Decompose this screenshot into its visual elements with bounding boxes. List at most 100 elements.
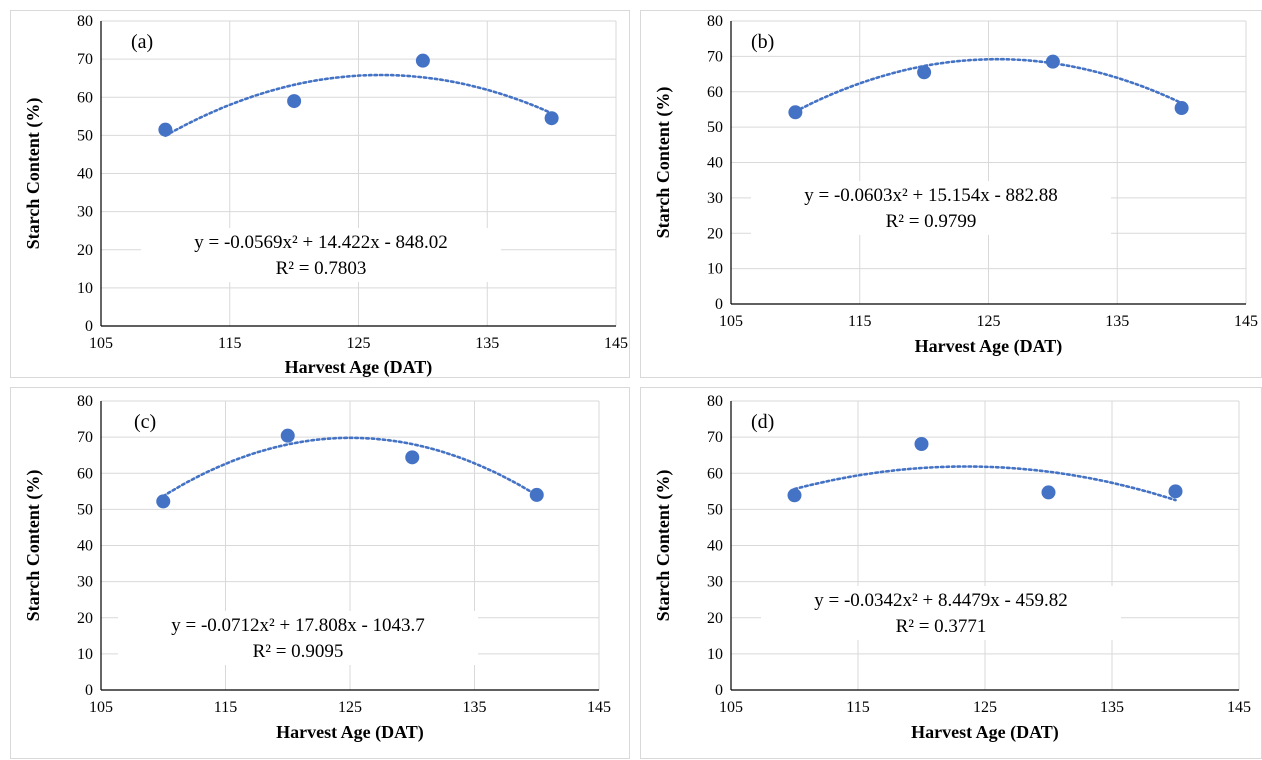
- y-tick-label: 50: [707, 501, 723, 518]
- y-tick-label: 70: [707, 429, 723, 446]
- y-tick-label: 40: [77, 166, 93, 183]
- x-tick-label: 145: [1234, 313, 1258, 330]
- y-tick-label: 30: [707, 190, 723, 207]
- x-axis-title: Harvest Age (DAT): [276, 722, 424, 743]
- panel-label: (d): [751, 411, 774, 433]
- x-axis-title: Harvest Age (DAT): [285, 357, 433, 378]
- chart-panel-c: 105 115 125 135 145 0 10 20 30 40 50 60 70 80 y = -0.0…: [10, 387, 630, 759]
- chart-d-svg: 105 115 125 135 145 0 10 20 30 40 50 60 70 80 y = -0.0…: [653, 393, 1251, 743]
- y-tick-label: 30: [77, 204, 93, 221]
- x-tick-label: 135: [1105, 313, 1129, 330]
- x-tick-label: 135: [463, 699, 487, 716]
- x-axis-title: Harvest Age (DAT): [915, 336, 1063, 357]
- y-axis-title: Starch Content (%): [23, 470, 44, 622]
- y-axis-title: Starch Content (%): [23, 98, 44, 250]
- y-tick-label: 80: [707, 13, 723, 30]
- chart-panel-d: 105 115 125 135 145 0 10 20 30 40 50 60 70 80 y = -0.0…: [640, 387, 1262, 759]
- chart-panel-b: 105 115 125 135 145 0 10 20 30 40 50 60 70 80 y = -0.0…: [640, 10, 1262, 378]
- y-tick-label: 10: [707, 261, 723, 278]
- r-squared-label: R² = 0.7803: [276, 258, 367, 279]
- y-tick-label: 10: [77, 280, 93, 297]
- data-point: [1045, 54, 1060, 69]
- data-point: [1168, 484, 1183, 499]
- data-point: [287, 94, 302, 109]
- x-tick-label: 105: [89, 699, 113, 716]
- x-tick-label: 115: [848, 313, 871, 330]
- data-point: [914, 436, 929, 451]
- x-tick-label: 105: [719, 313, 743, 330]
- data-point: [1041, 485, 1056, 500]
- data-point: [917, 65, 932, 80]
- y-tick-label: 0: [715, 682, 723, 699]
- r-squared-label: R² = 0.9095: [253, 641, 344, 662]
- x-tick-label: 105: [719, 699, 743, 716]
- data-point: [787, 488, 802, 503]
- trendline-equation: y = -0.0603x² + 15.154x - 882.88: [804, 185, 1058, 206]
- y-tick-label: 70: [77, 51, 93, 68]
- equation-box: [118, 611, 478, 665]
- data-point: [158, 122, 173, 137]
- equation-box: [751, 181, 1111, 235]
- data-point: [156, 494, 171, 509]
- y-tick-label: 80: [77, 393, 93, 410]
- r-squared-label: R² = 0.9799: [886, 211, 977, 232]
- x-tick-label: 145: [587, 699, 611, 716]
- equation-box: [761, 586, 1121, 640]
- x-axis-title: Harvest Age (DAT): [911, 722, 1059, 743]
- x-tick-label: 125: [338, 699, 362, 716]
- y-tick-label: 20: [707, 610, 723, 627]
- y-tick-label: 30: [707, 574, 723, 591]
- data-point: [1174, 101, 1189, 116]
- chart-b-svg: 105 115 125 135 145 0 10 20 30 40 50 60 70 80 y = -0.0…: [653, 13, 1258, 357]
- y-tick-label: 20: [707, 225, 723, 242]
- trendline-equation: y = -0.0712x² + 17.808x - 1043.7: [171, 615, 425, 636]
- y-tick-label: 70: [707, 48, 723, 65]
- data-point: [280, 428, 295, 443]
- trendline: [162, 436, 539, 498]
- x-tick-label: 115: [214, 699, 237, 716]
- y-tick-label: 40: [77, 538, 93, 555]
- data-point: [405, 450, 420, 465]
- y-tick-label: 60: [77, 89, 93, 106]
- trendline-equation: y = -0.0569x² + 14.422x - 848.02: [194, 232, 448, 253]
- x-tick-label: 115: [846, 699, 869, 716]
- panel-label: (c): [134, 411, 156, 433]
- y-tick-label: 50: [77, 127, 93, 144]
- y-tick-label: 60: [707, 465, 723, 482]
- chart-c-svg: 105 115 125 135 145 0 10 20 30 40 50 60 70 80 y = -0.0…: [23, 393, 611, 743]
- panel-label: (b): [751, 31, 774, 53]
- equation-box: [141, 228, 501, 282]
- y-tick-label: 80: [77, 13, 93, 30]
- y-axis-title: Starch Content (%): [653, 470, 674, 622]
- data-point: [788, 105, 803, 120]
- y-tick-label: 20: [77, 610, 93, 627]
- y-tick-label: 60: [77, 465, 93, 482]
- y-tick-label: 0: [715, 296, 723, 313]
- trendline: [164, 73, 553, 137]
- x-tick-label: 145: [1227, 699, 1251, 716]
- y-tick-label: 30: [77, 574, 93, 591]
- x-tick-label: 105: [89, 335, 113, 352]
- chart-a-svg: 105 115 125 135 145 0 10 20 30 40 50 60 70 80 y = -0.0…: [23, 13, 628, 378]
- x-tick-label: 125: [347, 335, 371, 352]
- y-tick-label: 40: [707, 538, 723, 555]
- y-axis-title: Starch Content (%): [653, 87, 674, 239]
- trendline: [793, 465, 1177, 502]
- y-tick-label: 80: [707, 393, 723, 410]
- x-tick-label: 135: [475, 335, 499, 352]
- y-tick-label: 0: [85, 318, 93, 335]
- y-tick-label: 0: [85, 682, 93, 699]
- chart-panel-a: 105 115 125 135 145 0 10 20 30 40 50 60 70 80 y = -0.0…: [10, 10, 630, 378]
- y-tick-label: 50: [77, 501, 93, 518]
- y-tick-label: 20: [77, 242, 93, 259]
- r-squared-label: R² = 0.3771: [896, 616, 987, 637]
- x-tick-label: 125: [973, 699, 997, 716]
- data-point: [415, 53, 430, 68]
- y-tick-label: 70: [77, 429, 93, 446]
- x-tick-label: 145: [604, 335, 628, 352]
- y-tick-label: 10: [707, 646, 723, 663]
- x-tick-label: 115: [218, 335, 241, 352]
- x-tick-label: 135: [1100, 699, 1124, 716]
- y-tick-label: 40: [707, 155, 723, 172]
- x-tick-label: 125: [977, 313, 1001, 330]
